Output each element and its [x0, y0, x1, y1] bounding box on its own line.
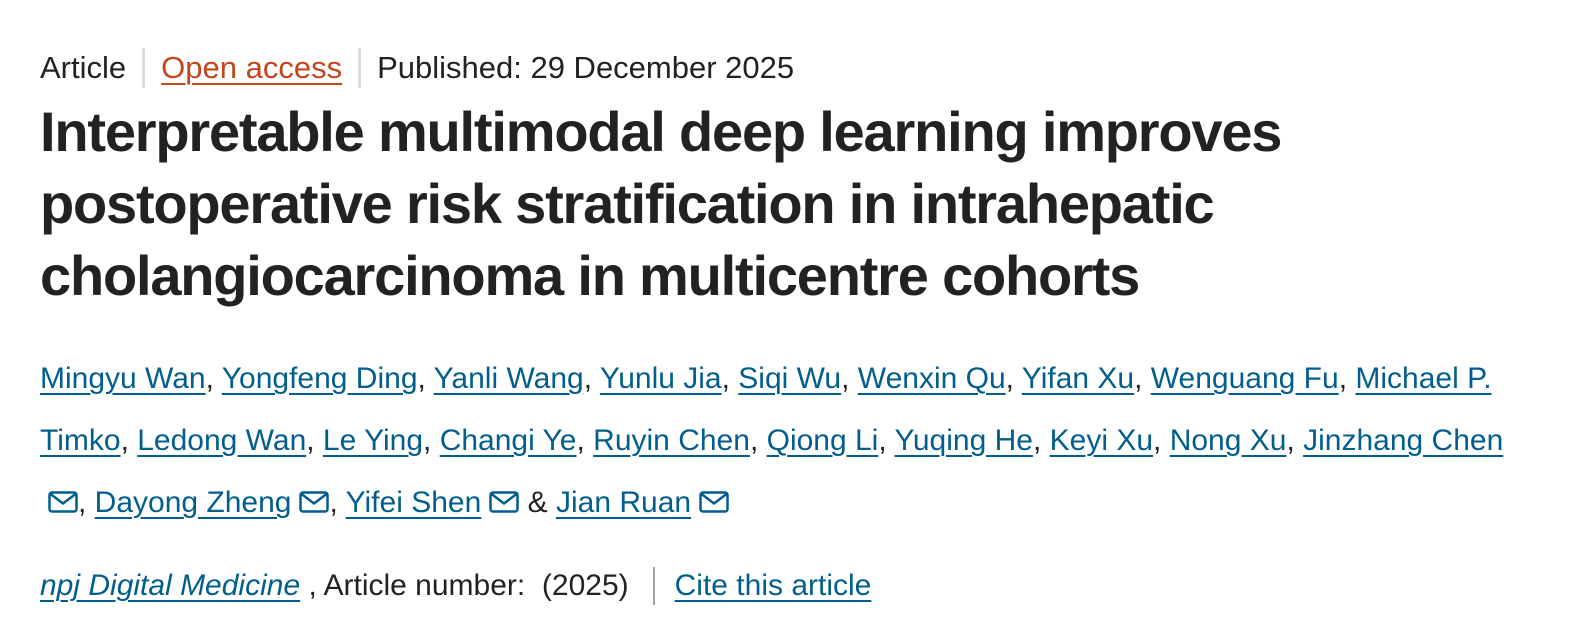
- author-link[interactable]: Ledong Wan: [137, 424, 307, 457]
- author-link[interactable]: Qiong Li: [766, 424, 879, 457]
- author-separator: ,: [1338, 362, 1356, 395]
- article-title: Interpretable multimodal deep learning i…: [40, 100, 1282, 307]
- meta-divider: [142, 48, 146, 88]
- author-separator: ,: [1005, 362, 1022, 395]
- author-separator: ,: [423, 424, 440, 457]
- cite-article-link[interactable]: Cite this article: [674, 569, 872, 602]
- author-link[interactable]: Le Ying: [322, 424, 424, 457]
- article-number: , Article number: (2025): [300, 569, 629, 602]
- published-date: Published: 29 December 2025: [377, 50, 795, 85]
- journal-link[interactable]: npj Digital Medicine: [40, 569, 301, 602]
- author-separator: ,: [841, 362, 858, 395]
- mail-icon[interactable]: [48, 491, 78, 513]
- author-separator: ,: [329, 486, 346, 519]
- author-link[interactable]: Yuqing He: [894, 424, 1033, 457]
- author-separator: ,: [417, 362, 434, 395]
- author-link[interactable]: Jinzhang Chen: [1303, 424, 1504, 457]
- author-link[interactable]: Mingyu Wan: [40, 362, 206, 395]
- author-link[interactable]: Keyi Xu: [1049, 424, 1154, 457]
- author-separator: ,: [78, 486, 95, 519]
- author-link[interactable]: Wenguang Fu: [1150, 362, 1339, 395]
- article-type: Article: [40, 50, 127, 85]
- author-separator: ,: [583, 362, 600, 395]
- article-meta-row: Article Open access Published: 29 Decemb…: [40, 46, 1534, 90]
- author-link[interactable]: Yifei Shen: [345, 486, 482, 519]
- author-separator: ,: [721, 362, 739, 395]
- author-link[interactable]: Michael P. Timko: [40, 362, 1492, 457]
- author-link[interactable]: Siqi Wu: [738, 362, 842, 395]
- author-link[interactable]: Changi Ye: [439, 424, 577, 457]
- author-separator: ,: [205, 362, 222, 395]
- author-link[interactable]: Ruyin Chen: [593, 424, 750, 457]
- author-link[interactable]: Wenxin Qu: [857, 362, 1006, 395]
- author-list: Mingyu Wan, Yongfeng Ding, Yanli Wang, Y…: [40, 348, 1540, 534]
- meta-divider: [358, 48, 362, 88]
- mail-icon[interactable]: [489, 491, 520, 513]
- author-link[interactable]: Yanli Wang: [433, 362, 584, 395]
- author-link[interactable]: Yunlu Jia: [599, 362, 722, 395]
- author-separator: ,: [1032, 424, 1050, 457]
- author-separator: ,: [1153, 424, 1170, 457]
- author-separator: ,: [749, 424, 767, 457]
- open-access-link[interactable]: Open access: [161, 50, 343, 85]
- author-separator: ,: [1134, 362, 1151, 395]
- author-link[interactable]: Yongfeng Ding: [221, 362, 418, 395]
- mail-icon[interactable]: [299, 491, 330, 513]
- author-separator: ,: [306, 424, 323, 457]
- author-separator: &: [519, 486, 556, 519]
- author-separator: ,: [878, 424, 895, 457]
- author-link[interactable]: Yifan Xu: [1021, 362, 1135, 395]
- author-link[interactable]: Dayong Zheng: [94, 486, 292, 519]
- author-separator: ,: [576, 424, 594, 457]
- citation-divider: [652, 567, 655, 605]
- author-link[interactable]: Jian Ruan: [555, 486, 692, 519]
- author-separator: ,: [1286, 424, 1304, 457]
- author-separator: ,: [120, 424, 138, 457]
- author-link[interactable]: Nong Xu: [1169, 424, 1287, 457]
- citation-row: npj Digital Medicine , Article number: (…: [40, 564, 1534, 608]
- mail-icon[interactable]: [699, 491, 729, 513]
